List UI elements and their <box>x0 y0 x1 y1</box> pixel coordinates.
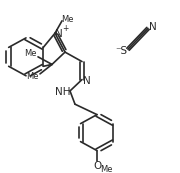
Text: NH: NH <box>55 87 71 97</box>
Text: Me: Me <box>26 72 38 81</box>
Text: +: + <box>62 24 68 33</box>
Text: Me: Me <box>61 15 73 24</box>
Text: N: N <box>149 22 157 33</box>
Text: ⁻S: ⁻S <box>115 46 127 56</box>
Text: N: N <box>83 76 91 85</box>
Text: Me: Me <box>24 49 36 58</box>
Text: N: N <box>55 29 63 39</box>
Text: O: O <box>94 161 102 171</box>
Text: Me: Me <box>100 165 112 173</box>
